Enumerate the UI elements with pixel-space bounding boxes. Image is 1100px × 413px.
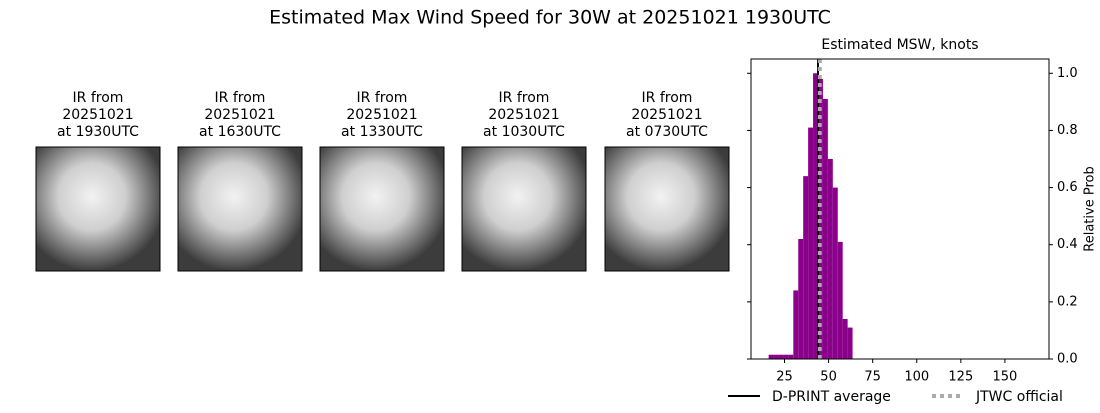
- panel-title: at 1630UTC: [199, 124, 281, 140]
- satellite-image: [319, 146, 445, 272]
- x-tick-label: 75: [864, 370, 881, 385]
- panel-title: at 1930UTC: [57, 124, 139, 140]
- bar: [803, 176, 809, 359]
- bar: [847, 327, 853, 359]
- bar: [813, 73, 819, 360]
- panel-title: IR from: [357, 90, 408, 106]
- y-axis-label: Relative Prob: [1083, 166, 1098, 251]
- bar: [832, 187, 838, 359]
- y-tick-label: 0.6: [1057, 180, 1078, 195]
- chart-title: Estimated MSW, knots: [821, 37, 978, 53]
- panel-title: at 0730UTC: [626, 124, 708, 140]
- bar: [798, 239, 804, 359]
- y-tick-label: 0.8: [1057, 123, 1078, 138]
- panel-title: IR from: [499, 90, 550, 106]
- figure-title: Estimated Max Wind Speed for 30W at 2025…: [269, 7, 831, 29]
- satellite-image: [35, 146, 161, 272]
- panel-title: at 1330UTC: [341, 124, 423, 140]
- plot-frame: [750, 58, 1050, 360]
- panel-title: IR from: [73, 90, 124, 106]
- panel-title: 20251021: [346, 107, 417, 123]
- legend-label: JTWC official: [975, 389, 1063, 405]
- bar: [773, 354, 779, 359]
- satellite-image: [461, 146, 587, 272]
- y-tick-label: 0.4: [1057, 237, 1078, 252]
- panel-title: 20251021: [488, 107, 559, 123]
- bar: [788, 354, 794, 359]
- panel-title: 20251021: [62, 107, 133, 123]
- panel-title: 20251021: [204, 107, 275, 123]
- panel-title: IR from: [642, 90, 693, 106]
- panel-title: IR from: [215, 90, 266, 106]
- bar: [842, 319, 848, 359]
- panel-title: 20251021: [631, 107, 702, 123]
- y-tick-label: 0.0: [1057, 352, 1078, 367]
- bar: [768, 354, 774, 359]
- y-tick-label: 1.0: [1057, 66, 1078, 81]
- bar: [778, 354, 784, 359]
- bar: [822, 99, 828, 359]
- satellite-image: [604, 146, 730, 272]
- bar: [808, 127, 814, 359]
- x-tick-label: 150: [993, 370, 1018, 385]
- x-tick-label: 50: [820, 370, 837, 385]
- bar: [793, 290, 799, 359]
- legend-label: D-PRINT average: [772, 389, 891, 405]
- satellite-image: [177, 146, 303, 272]
- bar: [837, 241, 843, 359]
- bar: [827, 159, 833, 359]
- x-tick-label: 25: [776, 370, 793, 385]
- x-tick-label: 100: [904, 370, 929, 385]
- panel-title: at 1030UTC: [483, 124, 565, 140]
- bar: [783, 354, 789, 359]
- y-tick-label: 0.2: [1057, 294, 1078, 309]
- x-tick-label: 125: [948, 370, 973, 385]
